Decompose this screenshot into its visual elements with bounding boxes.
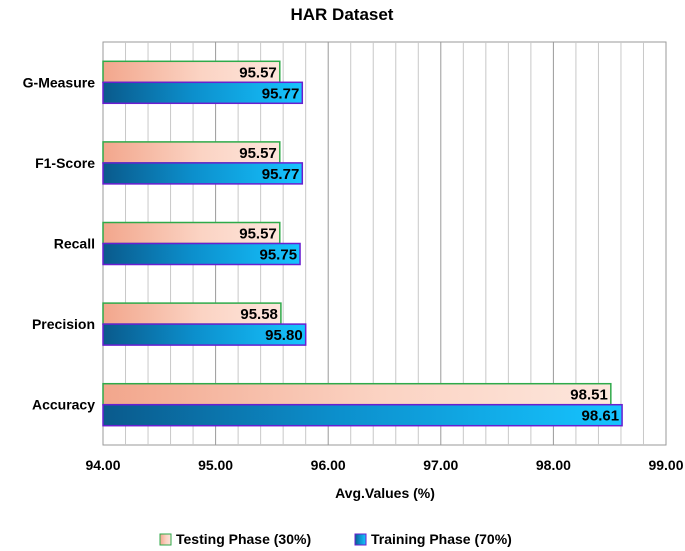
data-label-training: 95.77 — [262, 166, 300, 183]
category-label: G-Measure — [23, 74, 96, 90]
legend-swatch-training — [354, 533, 367, 546]
legend: Testing Phase (30%) Training Phase (70%) — [159, 531, 512, 547]
legend-label-testing: Testing Phase (30%) — [176, 531, 311, 547]
data-label-training: 95.80 — [265, 327, 303, 344]
legend-label-training: Training Phase (70%) — [371, 531, 512, 547]
x-tick-label: 99.00 — [648, 457, 683, 473]
bar-training — [102, 403, 623, 427]
bar-training — [102, 323, 307, 346]
grid-lines — [125, 42, 644, 445]
x-tick-label: 95.00 — [198, 457, 233, 473]
data-label-training: 95.75 — [260, 247, 298, 264]
x-axis-label: Avg.Values (%) — [335, 485, 435, 501]
x-tick-label: 97.00 — [423, 457, 458, 473]
data-label-training: 98.61 — [582, 408, 620, 425]
chart-title: HAR Dataset — [291, 5, 394, 24]
bar-training — [102, 81, 304, 105]
x-tick-label: 98.00 — [536, 457, 571, 473]
data-label-testing: 98.51 — [570, 387, 608, 404]
category-label: Precision — [32, 316, 95, 332]
category-label: Accuracy — [32, 397, 95, 413]
x-tick-label: 94.00 — [85, 457, 120, 473]
data-label-testing: 95.57 — [239, 145, 277, 162]
bars: 95.57 95.77 95.57 95.77 95.57 95.75 95.58 95.80… — [102, 60, 623, 427]
data-label-testing: 95.58 — [240, 306, 278, 323]
x-tick-label: 96.00 — [311, 457, 346, 473]
x-tick-labels: 94.00 95.00 96.00 97.00 98.00 99.00 — [85, 457, 683, 473]
bar-training — [102, 162, 304, 185]
legend-swatch-testing — [159, 533, 172, 546]
data-label-testing: 95.57 — [239, 64, 277, 81]
data-label-testing: 95.57 — [239, 226, 277, 243]
category-label: Recall — [54, 236, 95, 252]
data-label-training: 95.77 — [262, 85, 300, 102]
category-label: F1-Score — [35, 155, 95, 171]
bar-training — [102, 242, 301, 266]
bar-testing — [102, 382, 612, 406]
category-labels: G-Measure F1-Score Recall Precision Accuracy — [23, 74, 96, 412]
